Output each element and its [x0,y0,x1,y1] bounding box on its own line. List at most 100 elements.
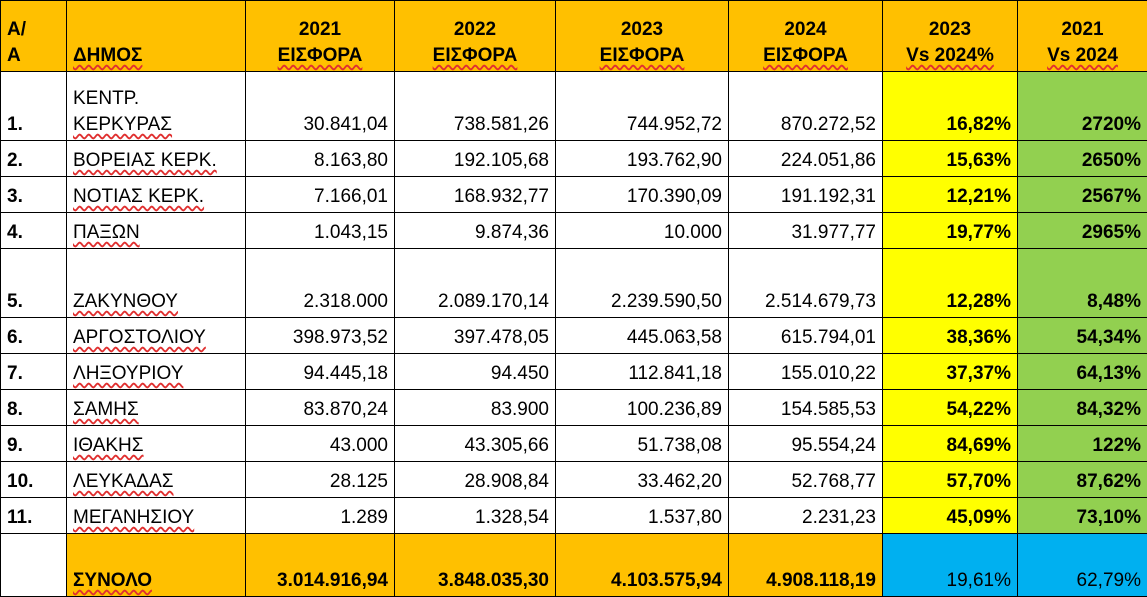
pct-2021-vs-2024-cell[interactable]: 122% [1018,426,1147,462]
value-2022-cell[interactable]: 43.305,66 [395,426,556,462]
row-index[interactable]: 6. [1,318,67,354]
value-2023-cell[interactable]: 112.841,18 [556,354,729,390]
value-2021-cell[interactable]: 1.043,15 [246,213,395,249]
total-2023-cell[interactable]: 4.103.575,94 [556,534,729,597]
header-municipality[interactable]: ΔΗΜΟΣ [67,1,246,72]
total-2024-cell[interactable]: 4.908.118,19 [729,534,883,597]
total-pct-2023-vs-2024-cell[interactable]: 19,61% [883,534,1018,597]
value-2022-cell[interactable]: 397.478,05 [395,318,556,354]
total-pct-2021-vs-2024-cell[interactable]: 62,79% [1018,534,1147,597]
value-2021-cell[interactable]: 8.163,80 [246,141,395,177]
value-2023-cell[interactable]: 100.236,89 [556,390,729,426]
value-2021-cell[interactable]: 7.166,01 [246,177,395,213]
header-2023-vs-2024[interactable]: 2023 Vs 2024% [883,1,1018,72]
pct-2021-vs-2024-cell[interactable]: 2567% [1018,177,1147,213]
pct-2023-vs-2024-cell[interactable]: 37,37% [883,354,1018,390]
municipality-cell[interactable]: ΛΗΞΟΥΡΙΟΥ [67,354,246,390]
row-index[interactable]: 3. [1,177,67,213]
header-2023-contribution[interactable]: 2023 ΕΙΣΦΟΡΑ [556,1,729,72]
header-2022-contribution[interactable]: 2022 ΕΙΣΦΟΡΑ [395,1,556,72]
pct-2021-vs-2024-cell[interactable]: 84,32% [1018,390,1147,426]
pct-2021-vs-2024-cell[interactable]: 54,34% [1018,318,1147,354]
municipality-cell[interactable]: ΝΟΤΙΑΣ ΚΕΡΚ. [67,177,246,213]
pct-2021-vs-2024-cell[interactable]: 8,48% [1018,249,1147,318]
municipality-cell[interactable]: ΣΑΜΗΣ [67,390,246,426]
value-2021-cell[interactable]: 1.289 [246,498,395,534]
row-index[interactable]: 11. [1,498,67,534]
pct-2021-vs-2024-cell[interactable]: 2650% [1018,141,1147,177]
row-index[interactable]: 2. [1,141,67,177]
pct-2023-vs-2024-cell[interactable]: 16,82% [883,72,1018,141]
row-index[interactable]: 1. [1,72,67,141]
value-2024-cell[interactable]: 224.051,86 [729,141,883,177]
municipality-cell[interactable]: ΠΑΞΩΝ [67,213,246,249]
value-2023-cell[interactable]: 51.738,08 [556,426,729,462]
value-2024-cell[interactable]: 191.192,31 [729,177,883,213]
value-2024-cell[interactable]: 95.554,24 [729,426,883,462]
value-2022-cell[interactable]: 94.450 [395,354,556,390]
pct-2021-vs-2024-cell[interactable]: 2965% [1018,213,1147,249]
value-2022-cell[interactable]: 28.908,84 [395,462,556,498]
value-2024-cell[interactable]: 870.272,52 [729,72,883,141]
value-2022-cell[interactable]: 2.089.170,14 [395,249,556,318]
value-2024-cell[interactable]: 52.768,77 [729,462,883,498]
municipality-cell[interactable]: ΚΕΝΤΡ. ΚΕΡΚΥΡΑΣ [67,72,246,141]
row-index[interactable]: 10. [1,462,67,498]
value-2023-cell[interactable]: 2.239.590,50 [556,249,729,318]
value-2024-cell[interactable]: 31.977,77 [729,213,883,249]
row-index[interactable]: 7. [1,354,67,390]
pct-2023-vs-2024-cell[interactable]: 57,70% [883,462,1018,498]
value-2022-cell[interactable]: 168.932,77 [395,177,556,213]
total-2021-cell[interactable]: 3.014.916,94 [246,534,395,597]
municipality-cell[interactable]: ΜΕΓΑΝΗΣΙΟΥ [67,498,246,534]
total-label-cell[interactable]: ΣΥΝΟΛΟ [67,534,246,597]
row-index[interactable]: 8. [1,390,67,426]
pct-2023-vs-2024-cell[interactable]: 45,09% [883,498,1018,534]
municipality-cell[interactable]: ΑΡΓΟΣΤΟΛΙΟΥ [67,318,246,354]
pct-2021-vs-2024-cell[interactable]: 87,62% [1018,462,1147,498]
value-2022-cell[interactable]: 83.900 [395,390,556,426]
value-2021-cell[interactable]: 2.318.000 [246,249,395,318]
municipality-cell[interactable]: ΙΘΑΚΗΣ [67,426,246,462]
value-2023-cell[interactable]: 170.390,09 [556,177,729,213]
municipality-cell[interactable]: ΒΟΡΕΙΑΣ ΚΕΡΚ. [67,141,246,177]
value-2021-cell[interactable]: 43.000 [246,426,395,462]
value-2023-cell[interactable]: 445.063,58 [556,318,729,354]
pct-2023-vs-2024-cell[interactable]: 12,21% [883,177,1018,213]
pct-2023-vs-2024-cell[interactable]: 15,63% [883,141,1018,177]
value-2024-cell[interactable]: 2.231,23 [729,498,883,534]
value-2021-cell[interactable]: 28.125 [246,462,395,498]
pct-2023-vs-2024-cell[interactable]: 12,28% [883,249,1018,318]
pct-2023-vs-2024-cell[interactable]: 19,77% [883,213,1018,249]
header-index[interactable]: Α/ Α [1,1,67,72]
value-2023-cell[interactable]: 744.952,72 [556,72,729,141]
municipality-cell[interactable]: ΖΑΚΥΝΘΟΥ [67,249,246,318]
total-2022-cell[interactable]: 3.848.035,30 [395,534,556,597]
pct-2021-vs-2024-cell[interactable]: 2720% [1018,72,1147,141]
header-2021-contribution[interactable]: 2021 ΕΙΣΦΟΡΑ [246,1,395,72]
value-2022-cell[interactable]: 738.581,26 [395,72,556,141]
value-2024-cell[interactable]: 2.514.679,73 [729,249,883,318]
pct-2021-vs-2024-cell[interactable]: 73,10% [1018,498,1147,534]
value-2021-cell[interactable]: 398.973,52 [246,318,395,354]
municipality-cell[interactable]: ΛΕΥΚΑΔΑΣ [67,462,246,498]
total-index-cell[interactable] [1,534,67,597]
header-2024-contribution[interactable]: 2024 ΕΙΣΦΟΡΑ [729,1,883,72]
pct-2023-vs-2024-cell[interactable]: 38,36% [883,318,1018,354]
pct-2023-vs-2024-cell[interactable]: 54,22% [883,390,1018,426]
value-2024-cell[interactable]: 154.585,53 [729,390,883,426]
row-index[interactable]: 5. [1,249,67,318]
value-2023-cell[interactable]: 193.762,90 [556,141,729,177]
value-2021-cell[interactable]: 94.445,18 [246,354,395,390]
value-2022-cell[interactable]: 1.328,54 [395,498,556,534]
value-2021-cell[interactable]: 30.841,04 [246,72,395,141]
row-index[interactable]: 9. [1,426,67,462]
value-2023-cell[interactable]: 10.000 [556,213,729,249]
header-2021-vs-2024[interactable]: 2021 Vs 2024 [1018,1,1147,72]
value-2022-cell[interactable]: 192.105,68 [395,141,556,177]
value-2023-cell[interactable]: 1.537,80 [556,498,729,534]
row-index[interactable]: 4. [1,213,67,249]
value-2022-cell[interactable]: 9.874,36 [395,213,556,249]
value-2024-cell[interactable]: 615.794,01 [729,318,883,354]
pct-2023-vs-2024-cell[interactable]: 84,69% [883,426,1018,462]
